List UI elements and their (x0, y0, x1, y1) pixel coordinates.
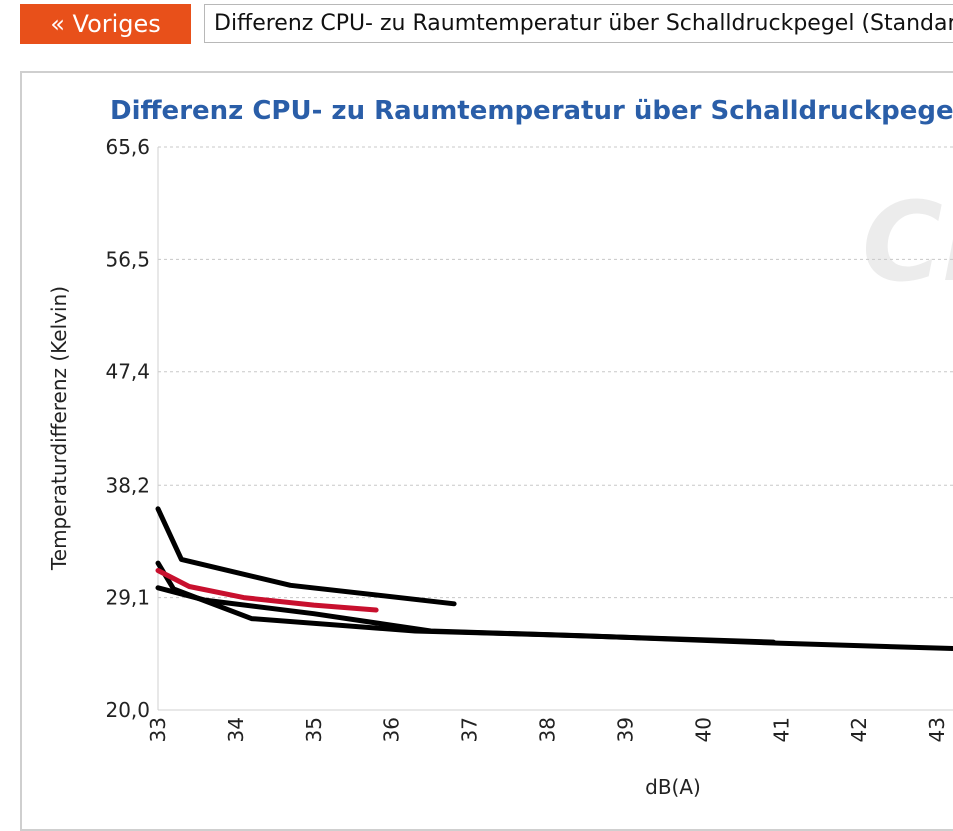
y-tick-label: 65,6 (105, 135, 150, 159)
x-tick-label: 41 (769, 717, 793, 742)
watermark-logo: CB (862, 178, 953, 306)
y-tick-label: 29,1 (105, 586, 150, 610)
chart-select-dropdown[interactable]: Differenz CPU- zu Raumtemperatur über Sc… (204, 4, 953, 43)
x-tick-label: 40 (691, 717, 715, 742)
series-group (155, 506, 953, 652)
x-tick-label: 39 (613, 717, 637, 742)
x-tick-labels: 333435363738394041424344 (146, 717, 949, 742)
x-tick-label: 36 (380, 717, 404, 742)
x-tick-label: 43 (925, 717, 949, 742)
chart-title: Differenz CPU- zu Raumtemperatur über Sc… (110, 96, 953, 126)
y-axis-label: Temperaturdifferenz (Kelvin) (47, 286, 71, 571)
chart-frame (20, 71, 953, 831)
x-tick-label: 37 (458, 717, 482, 742)
x-tick-label: 42 (847, 717, 871, 742)
y-tick-labels: 20,0 29,1 38,2 47,4 56,5 65,6 (105, 135, 150, 722)
series-line (155, 506, 457, 607)
y-tick-label: 20,0 (105, 698, 150, 722)
y-tick-label: 56,5 (105, 247, 150, 271)
x-tick-label: 35 (302, 717, 326, 742)
previous-button[interactable]: « Voriges (20, 4, 191, 44)
x-tick-label: 38 (536, 717, 560, 742)
y-tick-label: 38,2 (105, 473, 150, 497)
x-tick-label: 34 (224, 717, 248, 742)
axes (157, 147, 953, 711)
series-line (155, 568, 379, 613)
series-line (155, 585, 953, 652)
y-tick-label: 47,4 (105, 360, 150, 384)
grid-lines (158, 146, 953, 599)
chart-svg: CB Differenz CPU- zu Raumtemperatur über… (47, 96, 953, 799)
x-axis-label: dB(A) (645, 775, 701, 799)
x-tick-label: 33 (146, 717, 170, 742)
